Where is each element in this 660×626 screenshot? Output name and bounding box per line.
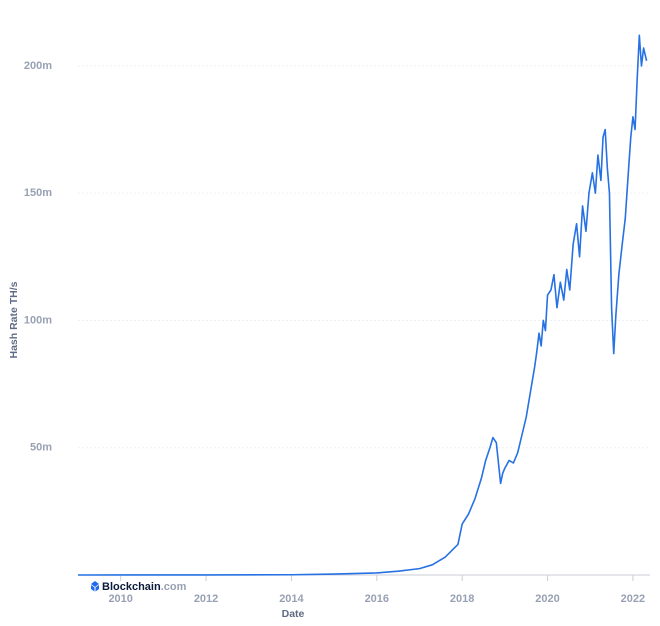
x-tick-label: 2016 [365, 593, 389, 605]
x-tick-label: 2020 [535, 593, 559, 605]
logo-icon [91, 581, 99, 592]
logo: Blockchain.com [91, 581, 187, 593]
x-tick-label: 2018 [450, 593, 474, 605]
data-line [77, 34, 648, 576]
y-tick-label: 200m [24, 60, 52, 72]
x-axis-title: Date [282, 608, 305, 620]
x-tick-label: 2022 [621, 593, 645, 605]
logo-suffix: .com [161, 581, 187, 593]
x-tick-label: 2012 [194, 593, 218, 605]
y-axis-title: Hash Rate TH/s [8, 281, 20, 358]
y-tick-label: 150m [24, 187, 52, 199]
logo-text: Blockchain.com [102, 581, 187, 593]
x-tick-label: 2010 [108, 593, 132, 605]
y-tick-label: 100m [24, 314, 52, 326]
logo-name: Blockchain [102, 581, 161, 593]
y-tick-label: 50m [30, 442, 52, 454]
x-tick-label: 2014 [279, 593, 304, 605]
